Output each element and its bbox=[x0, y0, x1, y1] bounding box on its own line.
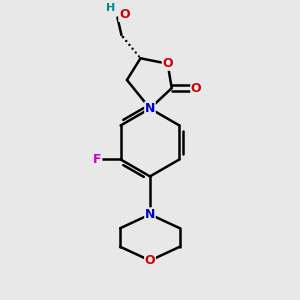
Text: O: O bbox=[162, 57, 173, 70]
Text: O: O bbox=[145, 254, 155, 267]
Text: O: O bbox=[119, 8, 130, 21]
Text: O: O bbox=[191, 82, 202, 95]
Text: N: N bbox=[145, 208, 155, 221]
Text: F: F bbox=[93, 153, 102, 166]
Text: H: H bbox=[106, 3, 115, 13]
Text: N: N bbox=[145, 102, 155, 115]
